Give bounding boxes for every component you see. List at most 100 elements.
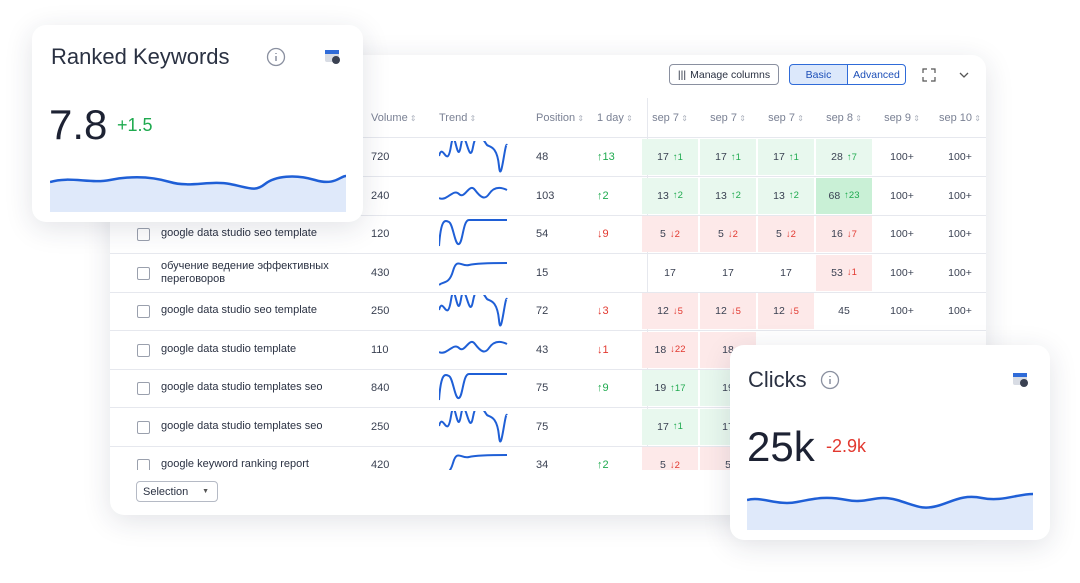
date-cell: 100+ [874,178,930,214]
column-header[interactable]: sep 7 ⇕ [768,112,804,124]
position-change: ↓9 [597,228,609,240]
rank-value: 5 [660,228,666,240]
metric-value: 25k [747,423,815,470]
rank-change: ↑1 [730,151,741,163]
card-title: Clicks [748,367,807,392]
rank-change: ↓2 [669,459,680,471]
metric-delta: +1.5 [117,115,153,135]
rank-change: ↓22 [670,344,686,355]
date-cell: 5 ↓2 [642,216,698,252]
sparkline [50,174,346,212]
rank-change: ↑1 [672,421,683,432]
volume: 120 [371,228,390,240]
column-header[interactable]: sep 7 ⇕ [710,112,746,124]
date-cell: 17 ↑1 [758,139,814,175]
clicks-card: Clicks 25k -2.9k [730,345,1050,540]
row-divider [110,368,986,370]
rank-value: 13 [657,189,669,202]
selection-dropdown[interactable]: Selection ▼ [136,481,218,502]
date-cell: 68 ↑23 [816,177,872,214]
date-cell: 28 ↑7 [816,139,872,175]
rank-change: ↑2 [672,190,683,201]
column-header[interactable]: sep 9 ⇕ [884,112,920,124]
rank-value: 13 [773,189,785,202]
rank-value: 17 [780,266,792,279]
rank-value: 17 [664,266,676,279]
fullscreen-icon[interactable] [922,68,936,82]
date-cell: 17 [758,255,814,291]
trend-sparkline [439,186,508,200]
position-change: ↓1 [597,343,609,356]
position: 34 [536,459,549,470]
trend-sparkline [448,454,508,470]
rank-value: 17 [773,151,785,163]
rank-value: 68 [828,189,841,202]
column-header[interactable]: 1 day ⇕ [597,112,633,124]
calendar-icon[interactable] [324,47,342,65]
rank-value: 100+ [948,151,972,163]
metric-delta: -2.9k [826,436,867,456]
column-header[interactable]: Trend ⇕ [439,112,477,124]
column-divider [647,98,648,470]
manage-columns-button[interactable]: ||| Manage columns [669,64,779,85]
row-divider [110,253,986,254]
button-label: Manage columns [690,68,771,81]
keyword: обучение ведение эффективных переговоров [161,259,329,285]
row-divider [110,445,986,447]
date-cell: 17 ↑1 [642,139,698,175]
row-checkbox[interactable] [137,382,150,395]
date-cell: 17 ↑1 [642,408,698,445]
position-change: ↑2 [597,189,609,202]
rank-change: ↓5 [788,305,799,317]
keyword: google data studio template [161,342,297,355]
date-cell: 5 ↓2 [700,216,756,252]
rank-change: ↓1 [846,267,857,278]
rank-value: 12 [773,305,785,317]
row-checkbox[interactable] [137,459,150,470]
column-header[interactable]: Volume ⇕ [371,112,417,124]
date-cell: 16 ↓7 [816,216,872,252]
info-icon[interactable] [820,370,840,390]
trend-sparkline [439,373,507,401]
row-divider [110,214,986,216]
advanced-button[interactable]: Advanced [847,64,906,85]
calendar-icon[interactable] [1012,370,1030,388]
position: 75 [536,382,549,394]
rank-value: 100+ [948,228,972,240]
date-cell: 100+ [874,255,930,291]
button-label: Basic [805,68,832,81]
rank-change: ↓2 [727,228,738,240]
row-checkbox[interactable] [137,228,150,241]
chevron-icon[interactable] [958,70,970,80]
row-checkbox[interactable] [137,266,150,280]
rank-value: 17 [657,151,669,163]
row-checkbox[interactable] [137,343,150,357]
date-cell: 19 ↑17 [642,370,698,406]
date-cell: 17 [642,255,698,291]
basic-button[interactable]: Basic [789,64,848,85]
volume: 250 [371,305,390,317]
date-cell: 100+ [932,139,986,175]
row-checkbox[interactable] [137,305,150,318]
date-cell: 100+ [932,216,986,252]
column-header[interactable]: sep 8 ⇕ [826,112,862,124]
row-divider [110,291,986,293]
column-header[interactable]: sep 7 ⇕ [652,112,688,124]
date-cell: 17 [700,255,756,291]
rank-value: 13 [715,189,727,202]
keyword: google data studio templates seo [161,381,323,393]
info-icon[interactable] [266,47,286,67]
rank-value: 53 [831,266,843,279]
row-divider [110,176,986,177]
date-cell: 100+ [932,255,986,291]
column-header[interactable]: Position ⇕ [536,112,585,124]
position: 15 [536,266,549,279]
rank-value: 45 [838,305,850,317]
rank-value: 19 [722,382,734,394]
column-header[interactable]: sep 10 ⇕ [939,112,981,124]
row-divider [110,407,986,408]
rank-value: 5 [776,228,782,240]
rank-value: 5 [660,459,666,470]
row-checkbox[interactable] [137,420,150,434]
rank-change: ↑2 [788,190,799,201]
